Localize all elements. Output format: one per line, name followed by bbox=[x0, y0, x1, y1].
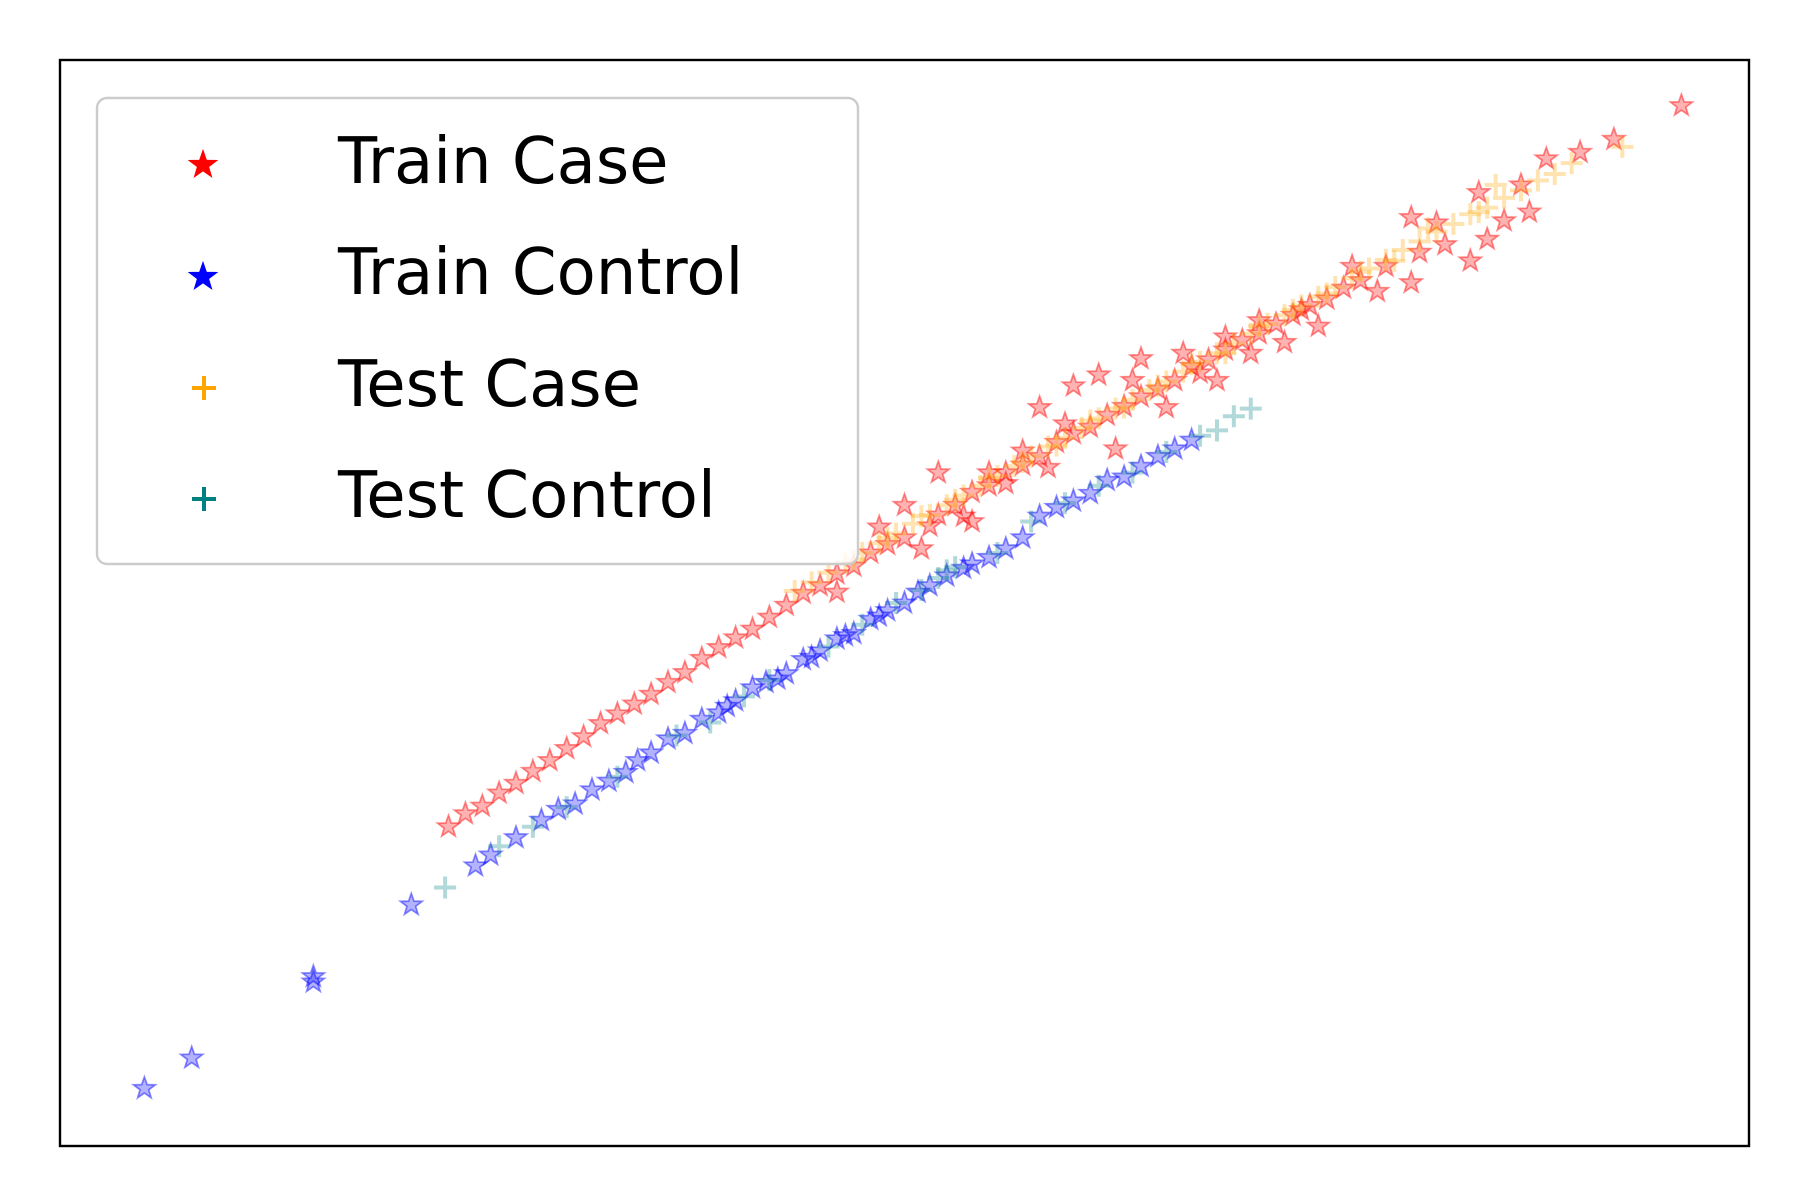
legend-label-train-control: Train Control bbox=[337, 236, 743, 310]
legend-label-train-case: Train Case bbox=[337, 125, 669, 199]
legend: Train Case Train Control Test Case Test … bbox=[97, 98, 858, 564]
legend-label-test-case: Test Case bbox=[337, 348, 641, 422]
legend-label-test-control: Test Control bbox=[337, 459, 716, 533]
